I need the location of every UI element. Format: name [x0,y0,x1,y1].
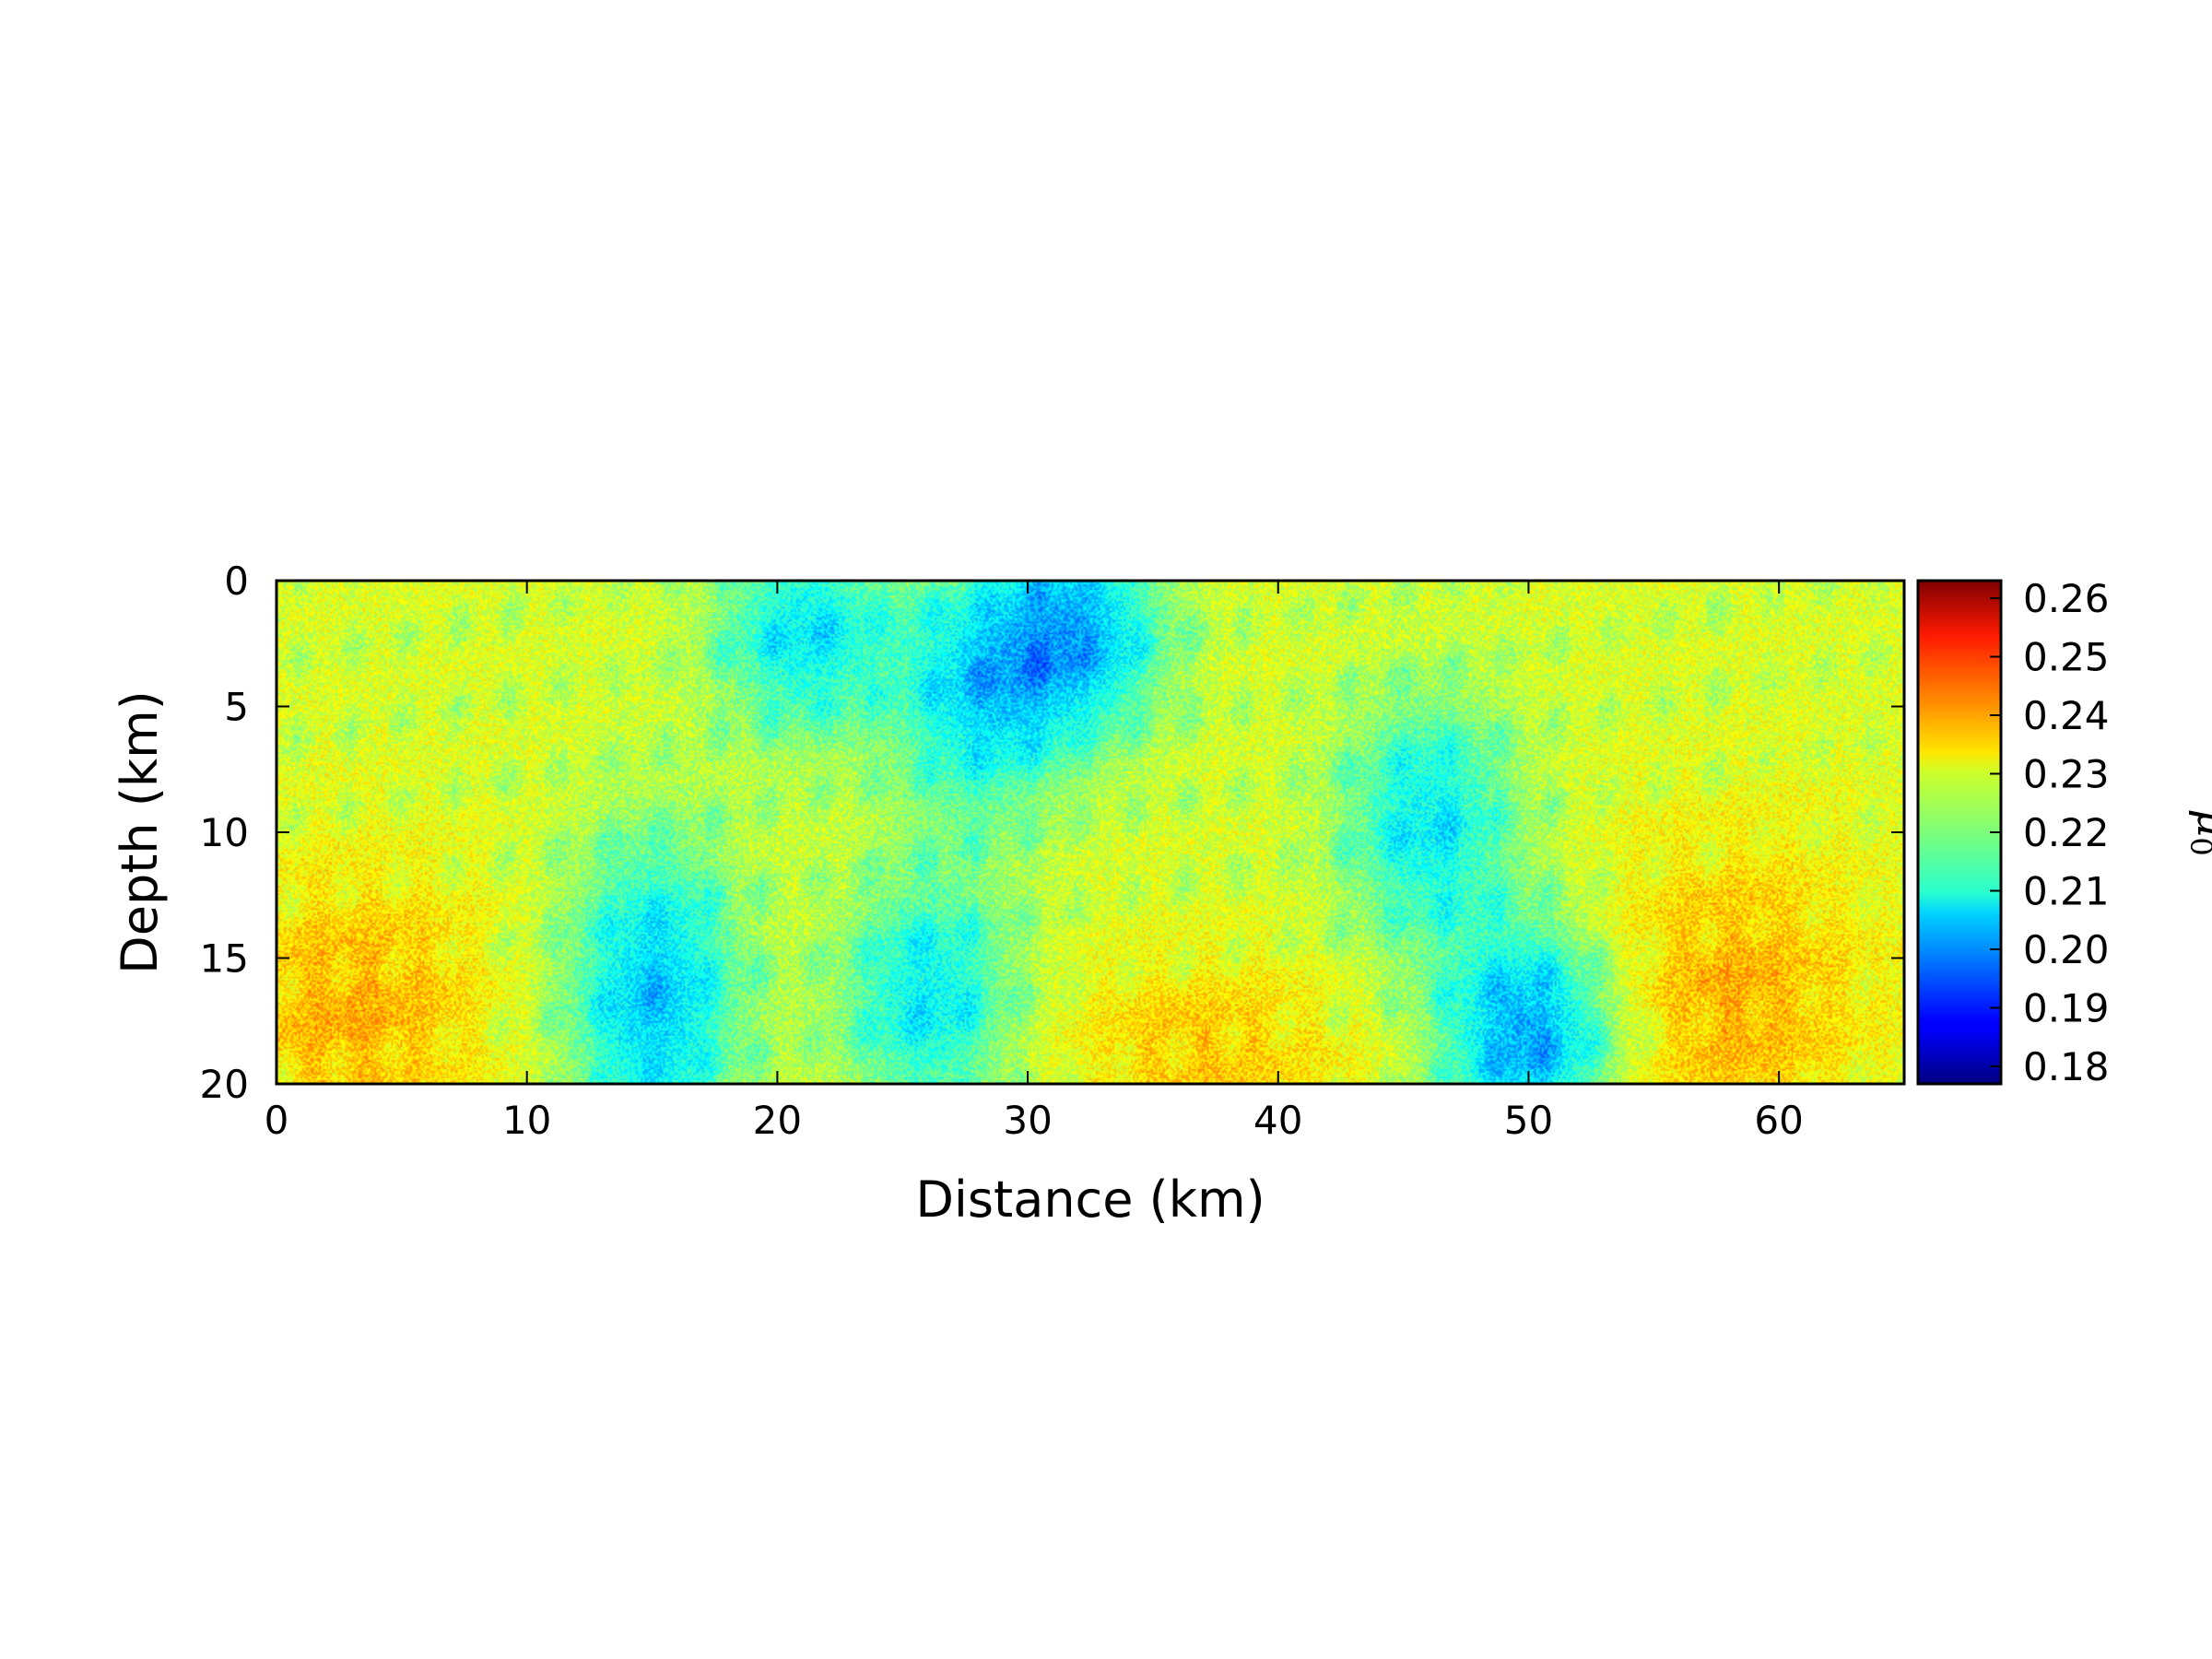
colorbar-tick-label: 0.26 [2023,576,2110,621]
x-tick-label: 60 [1754,1098,1803,1143]
colorbar-tick-label: 0.18 [2023,1044,2110,1089]
colorbar [1916,579,2003,1086]
colorbar-tick-label: 0.20 [2023,927,2110,972]
colorbar-tick-label: 0.24 [2023,693,2110,738]
y-axis-ticks: 0 5 10 15 20 [200,559,1904,1107]
y-tick-label: 0 [224,559,249,604]
x-axis-label: Distance (km) [915,1171,1265,1229]
colorbar-tick-label: 0.25 [2023,635,2110,680]
colorbar-tick-label: 0.23 [2023,752,2110,797]
x-axis-ticks: 0 10 20 30 40 50 60 [265,581,1804,1143]
x-tick-label: 50 [1504,1098,1553,1143]
x-tick-label: 40 [1253,1098,1302,1143]
x-tick-label: 0 [265,1098,289,1143]
plot-frame [275,579,1906,1086]
x-tick-label: 10 [502,1098,551,1143]
colorbar-tick-label: 0.22 [2023,810,2110,855]
colorbar-ticks: 0.18 0.19 0.20 0.21 0.22 0.23 0.24 0.25 0.26 [1990,576,2110,1089]
y-tick-label: 20 [200,1062,249,1107]
colorbar-label: μ0 [2183,808,2212,856]
y-tick-label: 5 [224,685,249,730]
colorbar-tick-label: 0.21 [2023,868,2110,913]
x-tick-label: 20 [753,1098,802,1143]
heatmap-image [276,581,1904,1084]
y-axis-label: Depth (km) [111,690,169,974]
x-tick-label: 30 [1003,1098,1052,1143]
y-tick-label: 10 [200,810,249,855]
colorbar-tick-label: 0.19 [2023,985,2110,1030]
y-tick-label: 15 [200,936,249,982]
